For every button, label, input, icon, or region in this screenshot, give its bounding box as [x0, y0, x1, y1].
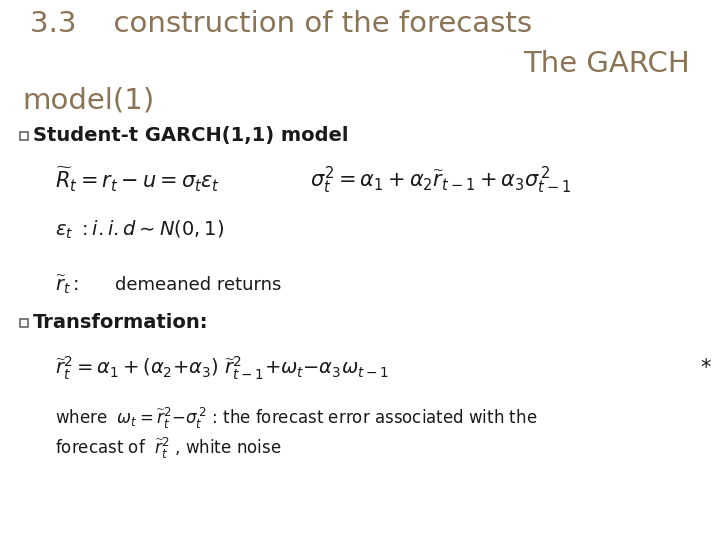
Text: $\varepsilon_t\ {:}i.i.d{\sim}N(0,1)$: $\varepsilon_t\ {:}i.i.d{\sim}N(0,1)$ — [55, 219, 224, 241]
Text: The GARCH: The GARCH — [523, 50, 690, 78]
Text: forecast of  $\widetilde{r}_t^2$ , white noise: forecast of $\widetilde{r}_t^2$ , white … — [55, 435, 282, 461]
Text: demeaned returns: demeaned returns — [115, 276, 282, 294]
Text: 3.3    construction of the forecasts: 3.3 construction of the forecasts — [30, 10, 532, 38]
Text: Student-t GARCH(1,1) model: Student-t GARCH(1,1) model — [33, 126, 348, 145]
Text: $\widetilde{R}_t = r_t - u = \sigma_t \varepsilon_t$: $\widetilde{R}_t = r_t - u = \sigma_t \v… — [55, 166, 220, 194]
Text: where  $\omega_t = \widetilde{r}_t^2{-}\sigma_t^{\,2}$ : the forecast error asso: where $\omega_t = \widetilde{r}_t^2{-}\s… — [55, 406, 537, 430]
Text: $\widetilde{r}_t{:}$: $\widetilde{r}_t{:}$ — [55, 274, 79, 296]
Bar — [20, 132, 28, 140]
Text: $\sigma_t^2 = \alpha_1 + \alpha_2 \widetilde{r}_{t-1} + \alpha_3 \sigma_{t-1}^{\: $\sigma_t^2 = \alpha_1 + \alpha_2 \widet… — [310, 164, 571, 195]
Text: Transformation:: Transformation: — [33, 314, 209, 333]
Text: model(1): model(1) — [22, 86, 154, 114]
Bar — [20, 319, 28, 327]
Text: $\widetilde{r}_t^2{=}\alpha_1 + (\alpha_2{+}\alpha_3)\ \widetilde{r}_{t-1}^2{+}\: $\widetilde{r}_t^2{=}\alpha_1 + (\alpha_… — [55, 354, 389, 382]
Text: *: * — [701, 358, 711, 378]
